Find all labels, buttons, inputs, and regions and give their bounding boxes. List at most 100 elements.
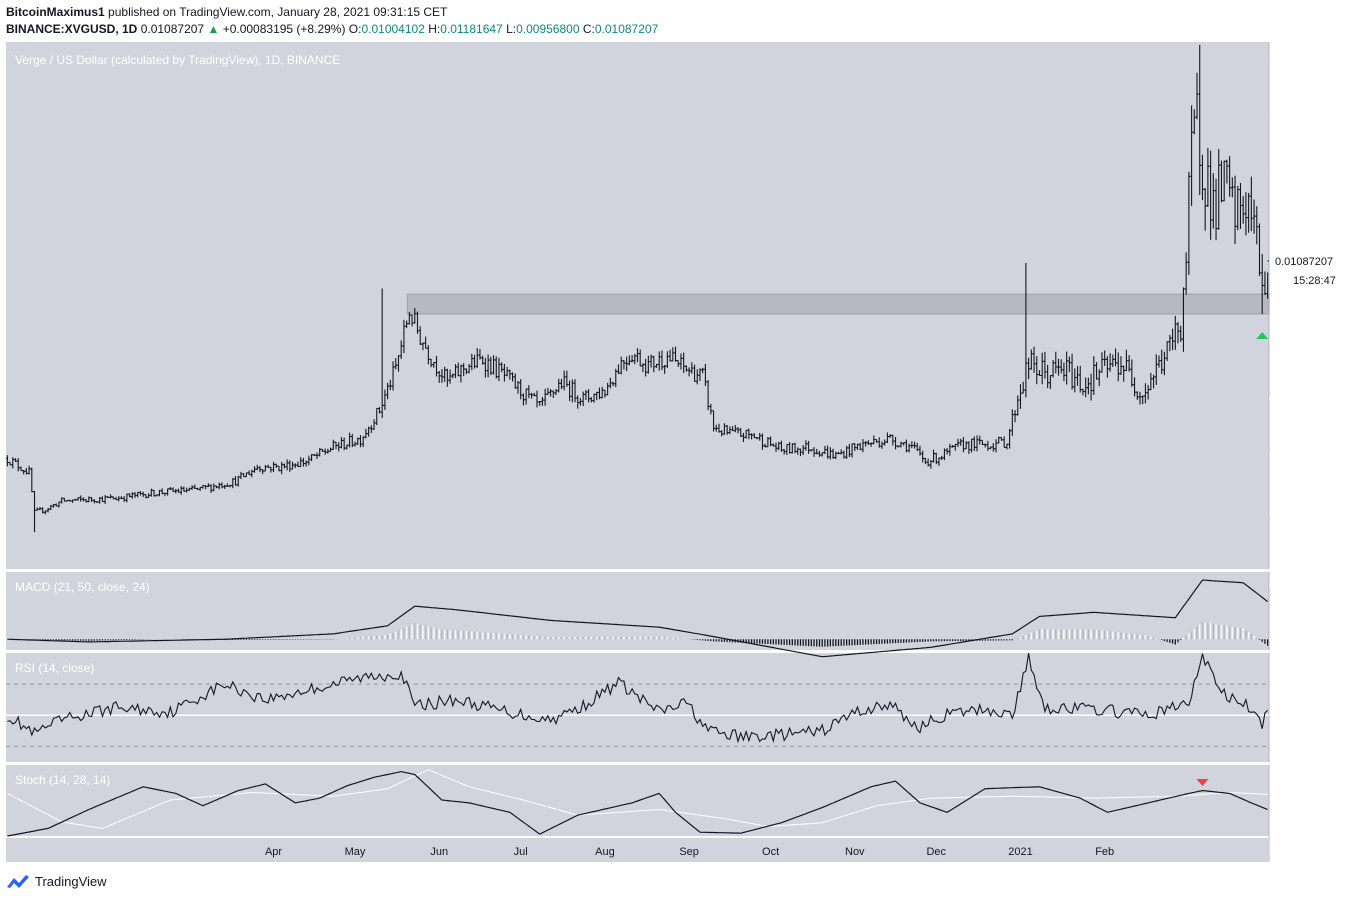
brand-name[interactable]: TradingView bbox=[35, 873, 107, 889]
price-bar bbox=[1228, 156, 1232, 197]
publish-info: published on TradingView.com, January 28… bbox=[108, 5, 448, 19]
price-bar bbox=[432, 361, 436, 368]
price-bar bbox=[872, 435, 876, 445]
price-bar bbox=[652, 355, 656, 373]
price-bar bbox=[1038, 370, 1041, 377]
price-bar bbox=[1168, 334, 1172, 352]
price-bar bbox=[885, 432, 889, 443]
price-bar bbox=[750, 433, 753, 440]
price-bar bbox=[155, 494, 159, 497]
price-bar bbox=[622, 359, 626, 370]
price-bar bbox=[1225, 159, 1229, 184]
price-bar bbox=[1010, 409, 1014, 436]
author-name[interactable]: BitcoinMaximus1 bbox=[6, 5, 105, 19]
price-bar bbox=[497, 357, 501, 382]
price-bar bbox=[975, 435, 979, 452]
time-tick-label: Nov bbox=[845, 846, 865, 858]
price-bar bbox=[1171, 328, 1174, 351]
price-bar bbox=[991, 443, 995, 452]
price-bar bbox=[712, 410, 715, 432]
support-zone-rectangle bbox=[406, 293, 1270, 315]
price-bar bbox=[443, 366, 447, 382]
price-bar bbox=[896, 445, 900, 448]
price-bar bbox=[519, 379, 523, 400]
price-bar bbox=[902, 442, 906, 446]
price-bar bbox=[413, 308, 417, 324]
price-bar bbox=[1255, 206, 1259, 245]
price-bar bbox=[684, 365, 688, 372]
rsi-line bbox=[7, 653, 1268, 744]
rsi-title: RSI (14, close) bbox=[15, 661, 94, 675]
price-bar bbox=[114, 496, 118, 501]
price-bar bbox=[285, 459, 289, 471]
price-bar bbox=[1222, 160, 1226, 202]
price-bar bbox=[932, 449, 935, 463]
price-bar bbox=[1149, 372, 1153, 391]
price-bar bbox=[981, 439, 984, 446]
price-bar bbox=[1016, 395, 1020, 416]
price-bar bbox=[467, 363, 471, 374]
time-tick-label: 2021 bbox=[1008, 846, 1032, 858]
price-bar bbox=[101, 496, 104, 503]
price-bar bbox=[1179, 325, 1183, 342]
price-bar bbox=[918, 445, 922, 456]
time-axis-background bbox=[6, 838, 1269, 862]
countdown-tag bbox=[1288, 270, 1346, 289]
price-bar bbox=[693, 364, 696, 382]
price-bar bbox=[1024, 263, 1028, 398]
price-bar bbox=[109, 494, 112, 499]
price-bar bbox=[1005, 443, 1009, 450]
stoch-k-line bbox=[7, 770, 1268, 837]
price-bar bbox=[1035, 356, 1039, 385]
price-bar bbox=[340, 437, 343, 449]
price-bar bbox=[1146, 384, 1150, 400]
price-bar bbox=[1059, 359, 1063, 374]
price-bar bbox=[196, 487, 199, 490]
price-bar bbox=[353, 441, 357, 447]
high-label: H: bbox=[428, 22, 441, 36]
price-bar bbox=[215, 485, 218, 489]
price-bar bbox=[141, 491, 145, 497]
price-bar bbox=[505, 366, 509, 377]
price-bar bbox=[1048, 374, 1052, 390]
price-bar bbox=[394, 358, 398, 370]
price-bar bbox=[1249, 176, 1253, 232]
price-bar bbox=[1067, 356, 1071, 373]
price-bar bbox=[386, 382, 390, 400]
price-bar bbox=[997, 436, 1001, 444]
stoch-d-line bbox=[7, 769, 1268, 829]
symbol-line: BINANCE:XVGUSD, 1D 0.01087207 ▲ +0.00083… bbox=[6, 22, 658, 36]
price-bar bbox=[845, 445, 849, 459]
last-price: 0.01087207 bbox=[140, 22, 205, 36]
price-bar bbox=[269, 466, 273, 473]
price-bar bbox=[52, 503, 55, 508]
time-tick-label: Aug bbox=[595, 846, 615, 858]
price-bar bbox=[763, 443, 767, 448]
price-bar bbox=[1201, 154, 1204, 201]
price-bar bbox=[513, 373, 517, 389]
price-bar bbox=[758, 432, 762, 441]
price-bar bbox=[717, 423, 721, 433]
price-bar bbox=[274, 463, 278, 468]
price-bar bbox=[130, 492, 134, 499]
price-bar bbox=[1122, 365, 1126, 382]
price-bar bbox=[894, 436, 897, 450]
price-bar bbox=[1135, 391, 1139, 400]
price-bar bbox=[103, 495, 107, 504]
price-bar bbox=[106, 496, 110, 499]
price-bar bbox=[649, 354, 653, 368]
price-bar bbox=[744, 429, 748, 439]
price-bar bbox=[494, 356, 498, 379]
price-bar bbox=[807, 440, 811, 454]
price-bar bbox=[223, 484, 227, 489]
price-bar bbox=[201, 485, 205, 489]
price-bar bbox=[14, 458, 17, 462]
price-bar bbox=[831, 448, 835, 459]
price-bar bbox=[174, 488, 178, 494]
price-bar bbox=[924, 457, 927, 465]
price-bar bbox=[1027, 357, 1031, 380]
price-bar bbox=[573, 379, 577, 403]
price-bar bbox=[1013, 410, 1017, 423]
price-bar bbox=[742, 432, 745, 443]
